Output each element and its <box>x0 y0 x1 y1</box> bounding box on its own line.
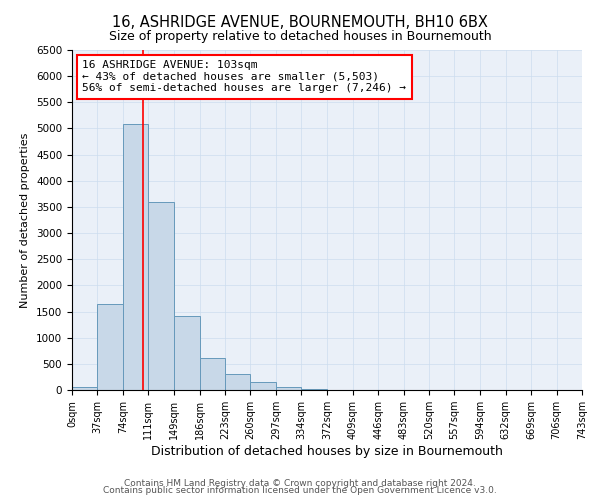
Bar <box>200 358 225 390</box>
Bar <box>225 374 250 390</box>
Text: Contains public sector information licensed under the Open Government Licence v3: Contains public sector information licen… <box>103 486 497 495</box>
Bar <box>72 387 97 390</box>
Bar <box>123 124 148 390</box>
Text: Contains HM Land Registry data © Crown copyright and database right 2024.: Contains HM Land Registry data © Crown c… <box>124 478 476 488</box>
Bar <box>250 382 276 390</box>
Bar <box>97 304 123 390</box>
X-axis label: Distribution of detached houses by size in Bournemouth: Distribution of detached houses by size … <box>151 445 503 458</box>
Bar <box>148 202 174 390</box>
Bar <box>174 316 200 390</box>
Text: Size of property relative to detached houses in Bournemouth: Size of property relative to detached ho… <box>109 30 491 43</box>
Text: 16, ASHRIDGE AVENUE, BOURNEMOUTH, BH10 6BX: 16, ASHRIDGE AVENUE, BOURNEMOUTH, BH10 6… <box>112 15 488 30</box>
Bar <box>276 387 301 390</box>
Y-axis label: Number of detached properties: Number of detached properties <box>20 132 31 308</box>
Text: 16 ASHRIDGE AVENUE: 103sqm
← 43% of detached houses are smaller (5,503)
56% of s: 16 ASHRIDGE AVENUE: 103sqm ← 43% of deta… <box>82 60 406 94</box>
